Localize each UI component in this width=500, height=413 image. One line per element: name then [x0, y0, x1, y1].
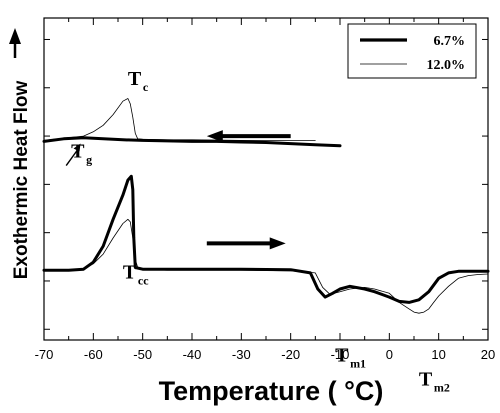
- tg-pointer-head: [73, 143, 81, 152]
- legend-box: [347, 23, 477, 79]
- legend-label-12.0: 12.0%: [427, 58, 466, 73]
- x-tick-label: -70: [35, 347, 54, 362]
- series-layer: [42, 98, 490, 314]
- annotation-main: T: [335, 344, 349, 366]
- annotation-main: T: [71, 141, 85, 163]
- x-tick-labels: -70 -60 -50 -40 -30 -20 -10 0 10 20: [35, 347, 496, 362]
- annotation-subscript: m2: [434, 381, 450, 395]
- x-tick-label: -30: [232, 347, 251, 362]
- annotation-main: T: [128, 68, 142, 90]
- x-tick-label: -40: [183, 347, 202, 362]
- plot-frame: [43, 17, 489, 341]
- x-tick-label: -10: [331, 347, 350, 362]
- annotation-main: T: [123, 261, 137, 283]
- legend-label-6.7: 6.7%: [434, 34, 466, 49]
- y-axis-title: Exothermic Heat Flow: [11, 81, 32, 280]
- y-axis-arrow: [9, 28, 21, 58]
- x-tick-label: 20: [481, 347, 495, 362]
- annotation-subscript: g: [86, 153, 92, 167]
- tg-pointer-line: [65, 148, 80, 166]
- series-line-6.7%: [42, 136, 342, 148]
- x-tick-label: 0: [386, 347, 393, 362]
- y-axis-title-group: Exothermic Heat Flow: [11, 81, 32, 280]
- annotation-subscript: c: [143, 80, 149, 94]
- legend: 6.7% 12.0%: [347, 23, 477, 79]
- annotation-main: T: [419, 369, 433, 391]
- series-line-6.7%: [42, 174, 490, 304]
- x-tick-label: -60: [84, 347, 103, 362]
- series-line-12.0%: [43, 98, 316, 141]
- direction-arrow-head: [206, 130, 223, 143]
- series-line-12.0%: [43, 218, 489, 314]
- direction-arrows: [65, 130, 291, 250]
- x-tick-label: -50: [133, 347, 152, 362]
- x-tick-label: 10: [431, 347, 445, 362]
- annotation-subscript: m1: [350, 356, 366, 370]
- x-tick-label: -20: [281, 347, 300, 362]
- x-axis-title: Temperature ( °C): [159, 376, 384, 406]
- annotation-subscript: cc: [138, 273, 149, 287]
- direction-arrow-head: [269, 237, 286, 250]
